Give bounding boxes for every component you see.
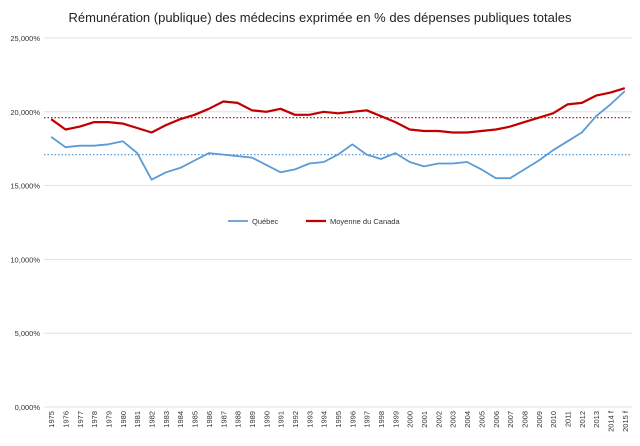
x-tick-label: 1983 bbox=[162, 411, 171, 428]
y-tick-label: 25,000% bbox=[10, 34, 40, 43]
x-tick-label: 1986 bbox=[205, 411, 214, 428]
x-axis-ticks: 1975 1976 1977 1978 1979 1980 1981 1982 1983 1984… bbox=[47, 410, 630, 432]
x-tick-label: 1994 bbox=[320, 411, 329, 428]
x-tick-label: 1992 bbox=[291, 411, 300, 428]
y-tick-label: 5,000% bbox=[15, 329, 41, 338]
x-tick-label: 1985 bbox=[191, 411, 200, 428]
x-tick-label: 1978 bbox=[90, 411, 99, 428]
x-tick-label: 2001 bbox=[420, 411, 429, 428]
x-tick-label: 1981 bbox=[133, 411, 142, 428]
x-tick-label: 1991 bbox=[277, 411, 286, 428]
x-tick-label: 2010 bbox=[549, 411, 558, 428]
x-tick-label: 2003 bbox=[449, 411, 458, 428]
x-tick-label: 2008 bbox=[520, 411, 529, 428]
x-tick-label: 1975 bbox=[47, 411, 56, 428]
x-tick-label: 1990 bbox=[262, 411, 271, 428]
legend: Québec Moyenne du Canada bbox=[228, 217, 400, 226]
y-tick-label: 20,000% bbox=[10, 108, 40, 117]
x-tick-label: 1987 bbox=[219, 411, 228, 428]
x-tick-label: 1982 bbox=[148, 411, 157, 428]
x-tick-label: 1995 bbox=[334, 411, 343, 428]
x-tick-label: 2004 bbox=[463, 411, 472, 428]
y-tick-label: 0,000% bbox=[15, 403, 41, 412]
series-line-1 bbox=[50, 87, 626, 134]
x-tick-label: 2006 bbox=[492, 411, 501, 428]
series-lines bbox=[50, 87, 626, 181]
x-tick-label: 1997 bbox=[363, 411, 372, 428]
x-tick-label: 2005 bbox=[477, 411, 486, 428]
x-tick-label: 1977 bbox=[76, 411, 85, 428]
y-axis-ticks: 0,000% 5,000% 10,000% 15,000% 20,000% 25,000% bbox=[10, 34, 40, 412]
x-tick-label: 2009 bbox=[535, 411, 544, 428]
x-tick-label: 2012 bbox=[578, 411, 587, 428]
x-tick-label: 1998 bbox=[377, 411, 386, 428]
x-tick-label: 1993 bbox=[305, 411, 314, 428]
x-tick-label: 1999 bbox=[391, 411, 400, 428]
x-tick-label: 1984 bbox=[176, 411, 185, 428]
legend-label-0: Québec bbox=[252, 217, 279, 226]
gridlines bbox=[44, 37, 632, 408]
y-tick-label: 15,000% bbox=[10, 182, 40, 191]
x-tick-label: 2002 bbox=[434, 411, 443, 428]
x-tick-label: 1976 bbox=[62, 411, 71, 428]
chart-title: Rémunération (publique) des médecins exp… bbox=[69, 10, 572, 25]
x-tick-label: 1980 bbox=[119, 411, 128, 428]
x-tick-label: 1996 bbox=[348, 411, 357, 428]
series-line-0 bbox=[50, 90, 626, 181]
x-tick-label: 1989 bbox=[248, 411, 257, 428]
x-tick-label: 2007 bbox=[506, 411, 515, 428]
x-tick-label: 1979 bbox=[105, 411, 114, 428]
x-tick-label: 2015 f bbox=[621, 410, 630, 432]
x-tick-label: 2013 bbox=[592, 411, 601, 428]
x-tick-label: 2000 bbox=[406, 411, 415, 428]
x-tick-label: 1988 bbox=[234, 411, 243, 428]
legend-label-1: Moyenne du Canada bbox=[330, 217, 400, 226]
x-tick-label: 2011 bbox=[563, 411, 572, 427]
y-tick-label: 10,000% bbox=[10, 255, 40, 264]
x-tick-label: 2014 f bbox=[606, 410, 615, 432]
